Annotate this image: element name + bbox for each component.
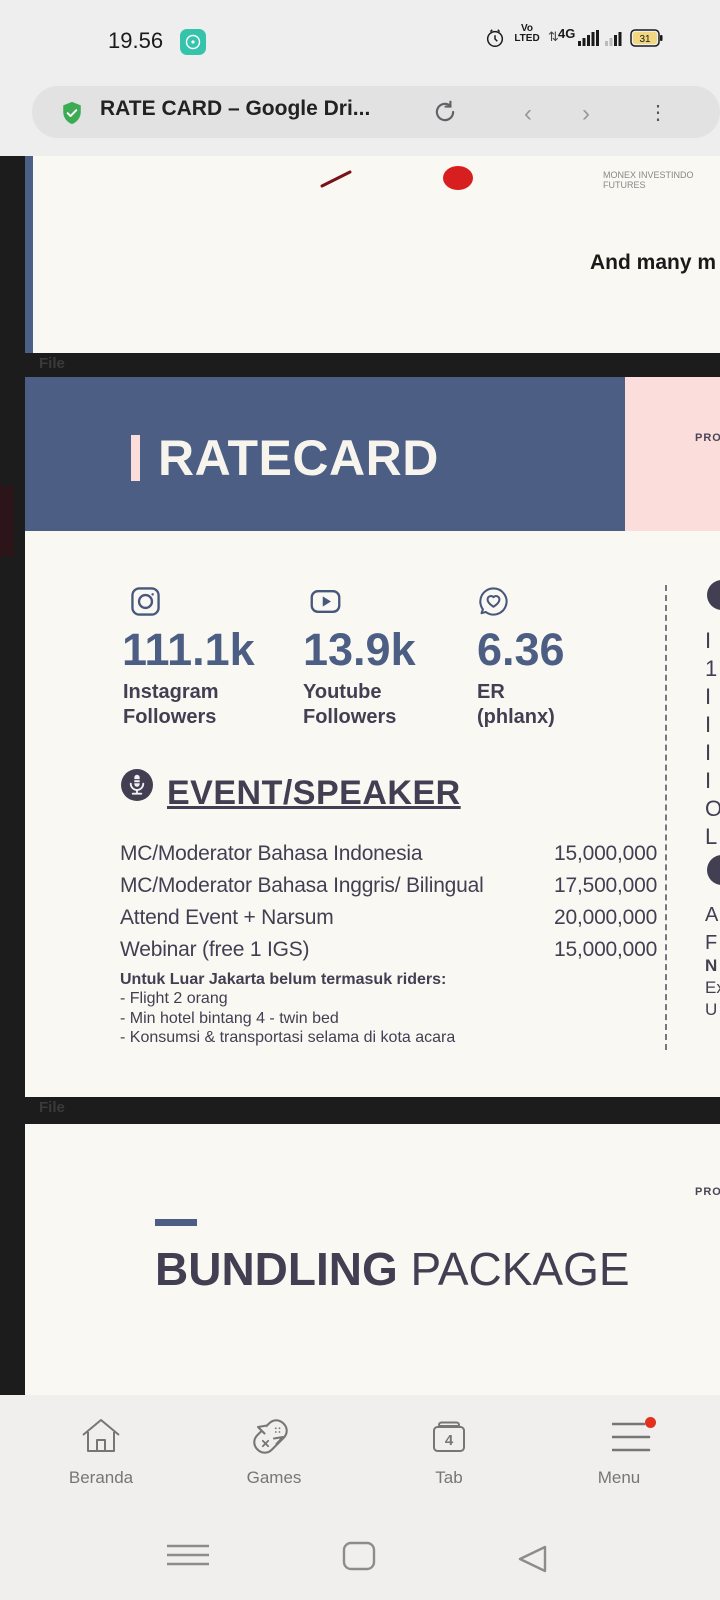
svg-text:31: 31 [639, 34, 651, 45]
svg-text:4: 4 [445, 1432, 454, 1449]
